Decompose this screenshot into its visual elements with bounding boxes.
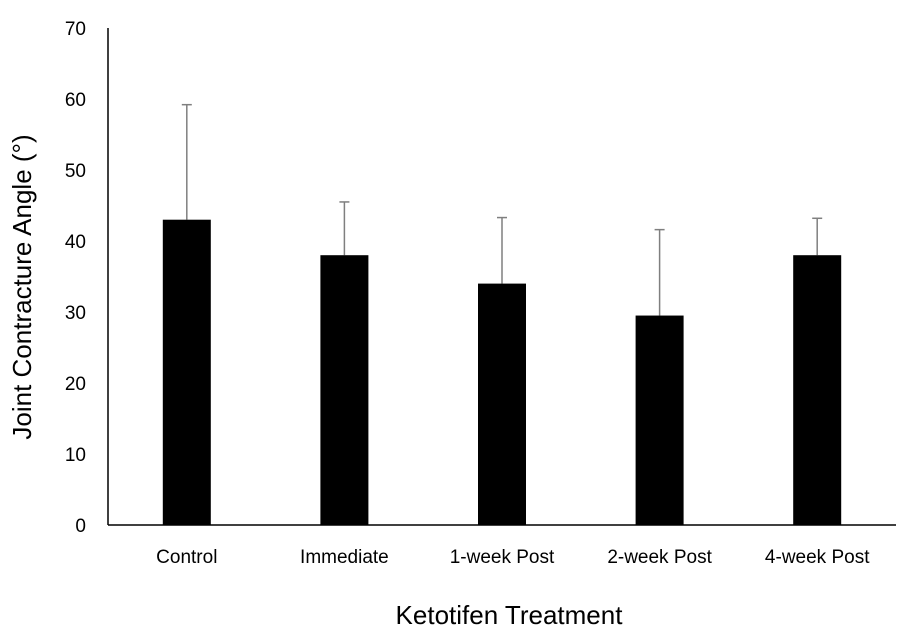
bar [162, 219, 211, 525]
y-tick-label: 0 [75, 516, 86, 537]
x-tick-label: 1-week Post [450, 547, 555, 568]
y-tick-label: 30 [65, 303, 86, 324]
bar [478, 283, 526, 525]
x-tick-label: 2-week Post [607, 547, 712, 568]
y-tick-label: 70 [65, 19, 86, 40]
x-tick-label: Immediate [300, 547, 389, 568]
bar [793, 255, 842, 525]
x-tick-label: Control [156, 547, 217, 568]
y-tick-label: 60 [65, 90, 86, 111]
y-tick-label: 20 [65, 374, 86, 395]
error-bars [181, 103, 823, 316]
bar [320, 255, 369, 525]
y-axis-tick-labels: 0 10 20 30 40 50 60 70 [65, 19, 86, 537]
y-tick-label: 50 [65, 161, 86, 182]
x-tick-label: 4-week Post [765, 547, 870, 568]
x-axis-title: Ketotifen Treatment [396, 600, 624, 626]
bar [635, 315, 684, 525]
y-tick-label: 40 [65, 232, 86, 253]
x-axis-tick-labels: Control Immediate 1-week Post 2-week Post 4-… [156, 547, 870, 568]
y-axis-title: Joint Contracture Angle (°) [7, 134, 37, 439]
bars [162, 219, 842, 525]
y-tick-label: 10 [65, 445, 86, 466]
